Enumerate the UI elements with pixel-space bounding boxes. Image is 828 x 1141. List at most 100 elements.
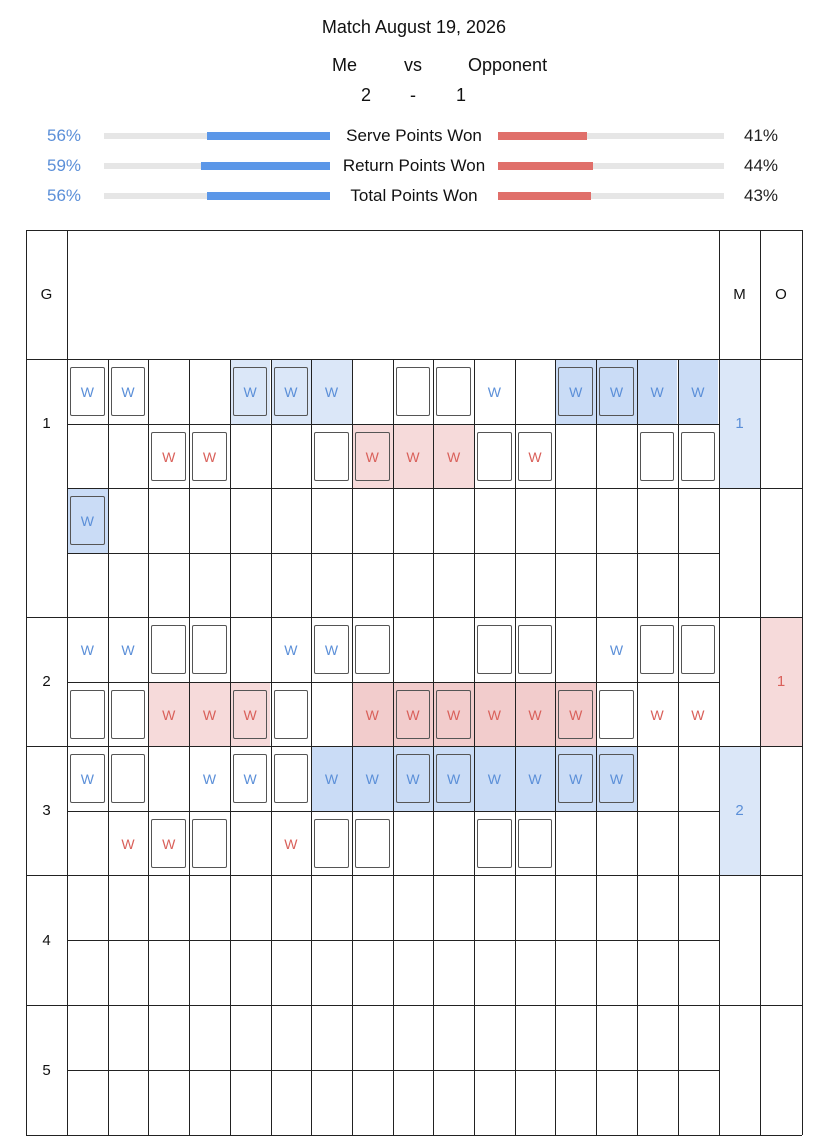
- me-point-box: W: [314, 625, 349, 674]
- me-point-shade: [311, 746, 352, 811]
- player-me-label: Me: [332, 55, 358, 75]
- me-point-box: W: [70, 496, 105, 545]
- grid-line-v: [26, 230, 27, 1135]
- me-point-win: W: [650, 383, 664, 400]
- me-point-shade: [474, 746, 515, 811]
- me-point-box: W: [395, 754, 431, 803]
- me-point-win: W: [284, 641, 298, 658]
- opponent-point-box: W: [192, 432, 227, 481]
- stat-me-bar: [207, 132, 334, 140]
- opponent-games-bg: [760, 617, 802, 746]
- me-point-shade: [677, 359, 719, 424]
- me-games-won: [719, 1005, 760, 1135]
- me-point-box: W: [232, 754, 268, 803]
- game-number: 3: [42, 802, 51, 819]
- game-number: 1: [42, 415, 51, 432]
- grid-line-h: [26, 230, 802, 231]
- opponent-point-win: W: [447, 448, 461, 465]
- me-point-win: W: [691, 383, 705, 400]
- grid-line-v: [514, 359, 516, 1135]
- opponent-point-shade: [433, 424, 474, 489]
- me-point-box: W: [558, 367, 594, 416]
- opponent-point-box: [639, 432, 675, 481]
- opponent-point-box: W: [151, 432, 187, 481]
- me-point-box: [680, 625, 716, 674]
- header-opponent: O: [775, 286, 787, 303]
- grid-line-v: [229, 359, 231, 1135]
- opponent-point-box: [110, 690, 146, 739]
- opponent-point-shade: [392, 424, 434, 489]
- me-point-box: [517, 625, 553, 674]
- grid-line-v: [555, 359, 557, 1135]
- me-point-box: [639, 625, 675, 674]
- opponent-point-shade: [392, 682, 434, 747]
- grid-line-h: [26, 617, 802, 618]
- stat-me-bar: [201, 162, 334, 170]
- stat-me-percent: 56%: [47, 126, 82, 145]
- opponent-point-shade: [474, 682, 515, 747]
- stat-row: Serve Points Won 56% 41%: [0, 126, 828, 150]
- grid-line-v: [351, 359, 353, 1135]
- opponent-games-won: [760, 1005, 802, 1135]
- opponent-point-win: W: [365, 706, 379, 723]
- grid-line-h: [26, 359, 802, 360]
- players-row: Me vs Opponent: [0, 55, 828, 79]
- me-point-shade: [67, 488, 108, 553]
- me-point-shade: [311, 359, 352, 424]
- grid-line-v: [719, 230, 720, 1135]
- opponent-point-shade: [351, 682, 393, 747]
- score-opponent: 1: [456, 85, 467, 105]
- me-point-box: [477, 625, 512, 674]
- opponent-point-shade: [433, 682, 474, 747]
- opponent-games-won: [760, 488, 802, 617]
- me-point-box: [436, 367, 471, 416]
- stat-opponent-percent: 43%: [744, 186, 779, 205]
- stat-row: Total Points Won 56% 43%: [0, 186, 828, 210]
- me-point-win: W: [121, 641, 135, 658]
- stat-opponent-bar: [494, 132, 587, 140]
- me-point-shade: [433, 746, 474, 811]
- opponent-point-win: W: [162, 706, 176, 723]
- stat-me-percent: 56%: [47, 186, 82, 205]
- grid-line-v: [392, 359, 394, 1135]
- opponent-point-box: [70, 690, 105, 739]
- opponent-point-box: [517, 819, 553, 868]
- opponent-point-shade: [189, 682, 230, 747]
- grid-line-v: [802, 230, 803, 1135]
- me-point-box: W: [558, 754, 594, 803]
- me-point-shade: [636, 359, 678, 424]
- me-point-win: W: [324, 770, 339, 787]
- stat-label: Total Points Won: [330, 186, 498, 206]
- opponent-point-box: [273, 690, 309, 739]
- opponent-point-box: W: [354, 432, 390, 481]
- game-number: [26, 488, 67, 617]
- me-point-box: [192, 625, 227, 674]
- opponent-point-win: W: [650, 706, 664, 723]
- grid-line-v: [270, 359, 272, 1135]
- match-score: 2 - 1: [0, 85, 828, 109]
- me-games-won: [719, 617, 760, 746]
- opponent-games-won: [760, 875, 802, 1005]
- me-point-win: W: [528, 770, 542, 787]
- me-point-box: W: [599, 367, 634, 416]
- me-point-shade: [596, 746, 637, 811]
- opponent-point-box: W: [436, 690, 471, 739]
- header-me: M: [733, 286, 746, 303]
- stat-me-bar: [207, 192, 334, 200]
- me-games-bg: [719, 359, 760, 488]
- grid-line-h: [26, 1005, 802, 1006]
- grid-line-v: [636, 359, 638, 1135]
- grid-line-v: [148, 359, 150, 1135]
- opponent-games-won: 1: [776, 673, 786, 690]
- grid-line-h: [26, 1135, 802, 1136]
- me-point-win: W: [487, 383, 501, 400]
- me-point-shade: [555, 359, 597, 424]
- opponent-point-win: W: [406, 448, 420, 465]
- opponent-point-win: W: [202, 706, 217, 723]
- me-point-box: W: [436, 754, 471, 803]
- stat-label: Serve Points Won: [330, 126, 498, 146]
- score-dash: -: [410, 85, 416, 105]
- me-point-win: W: [202, 770, 217, 787]
- stat-me-percent: 59%: [47, 156, 82, 175]
- grid-line-v: [760, 230, 761, 1135]
